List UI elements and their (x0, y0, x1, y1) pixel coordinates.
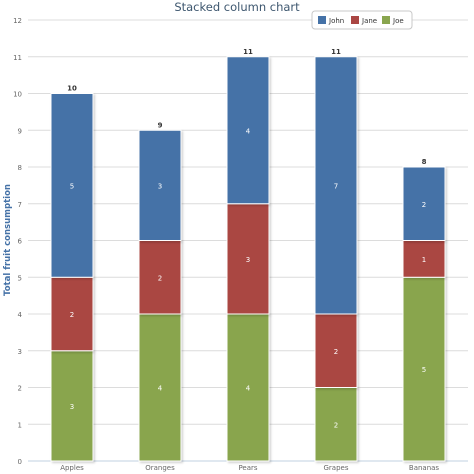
legend[interactable]: John Jane Joe (311, 10, 413, 30)
y-tick-label: 10 (13, 91, 22, 99)
x-tick-label: Pears (238, 464, 257, 472)
x-tick-label: Apples (60, 464, 84, 472)
legend-swatch (351, 16, 359, 24)
total-value-label: 10 (67, 85, 77, 93)
bar-joe-oranges[interactable] (138, 313, 182, 462)
segment-value-label: 5 (70, 182, 74, 190)
total-value-label: 8 (422, 158, 427, 166)
y-tick-label: 2 (18, 385, 22, 393)
y-tick-label: 7 (18, 201, 22, 209)
bar-joe-grapes[interactable] (314, 387, 358, 462)
segment-value-label: 3 (246, 256, 250, 264)
y-tick-label: 4 (18, 311, 23, 319)
segment-value-label: 5 (422, 366, 426, 374)
legend-swatch (318, 16, 326, 24)
legend-swatch (382, 16, 390, 24)
segment-value-label: 2 (334, 348, 338, 356)
bar-jane-oranges[interactable] (138, 240, 182, 315)
legend-label: John (328, 17, 344, 25)
segment-value-label: 4 (246, 385, 251, 393)
bar-john-apples[interactable] (50, 93, 94, 278)
y-tick-label: 5 (18, 274, 22, 282)
x-tick-label: Bananas (409, 464, 440, 472)
legend-box (311, 10, 413, 30)
total-value-label: 11 (331, 48, 341, 56)
bars (50, 56, 446, 462)
bar-joe-pears[interactable] (226, 313, 270, 462)
total-value-label: 11 (243, 48, 253, 56)
bar-jane-pears[interactable] (226, 203, 270, 315)
legend-item-john[interactable]: John (318, 16, 344, 25)
bar-joe-bananas[interactable] (402, 276, 446, 462)
legend-item-joe[interactable]: Joe (382, 16, 404, 25)
bar-jane-apples[interactable] (50, 276, 94, 352)
bar-john-grapes[interactable] (314, 56, 358, 315)
y-tick-label: 12 (13, 17, 22, 25)
bar-john-oranges[interactable] (138, 129, 182, 241)
legend-label: Jane (361, 17, 377, 25)
y-tick-label: 1 (18, 421, 22, 429)
segment-value-label: 4 (246, 127, 251, 135)
bar-john-pears[interactable] (226, 56, 270, 205)
bar-jane-bananas[interactable] (402, 240, 446, 278)
data-labels: 3 2 5 10 4 2 3 9 4 3 4 11 2 2 7 11 5 1 2 8 (67, 48, 426, 430)
segment-value-label: 3 (70, 403, 74, 411)
y-tick-label: 9 (18, 127, 22, 135)
x-tick-label: Oranges (145, 464, 175, 472)
total-value-label: 9 (158, 121, 163, 129)
bar-john-bananas[interactable] (402, 166, 446, 241)
chart-title: Stacked column chart (174, 0, 300, 14)
segment-value-label: 1 (422, 256, 426, 264)
y-tick-label: 3 (18, 348, 22, 356)
y-tick-label: 11 (13, 54, 22, 62)
legend-item-jane[interactable]: Jane (351, 16, 377, 25)
x-axis-ticks: Apples Oranges Pears Grapes Bananas (60, 464, 439, 472)
y-tick-label: 8 (18, 164, 22, 172)
legend-label: Joe (392, 17, 404, 25)
x-tick-label: Grapes (324, 464, 349, 472)
y-tick-label: 6 (18, 238, 23, 246)
segment-value-label: 2 (422, 201, 426, 209)
segment-value-label: 7 (334, 182, 338, 190)
segment-value-label: 2 (158, 274, 162, 282)
segment-value-label: 4 (158, 385, 163, 393)
segment-value-label: 3 (158, 182, 162, 190)
bar-joe-apples[interactable] (50, 350, 94, 462)
segment-value-label: 2 (334, 421, 338, 429)
y-axis-label: Total fruit consumption (3, 184, 13, 296)
y-tick-label: 0 (18, 458, 22, 466)
segment-value-label: 2 (70, 311, 74, 319)
